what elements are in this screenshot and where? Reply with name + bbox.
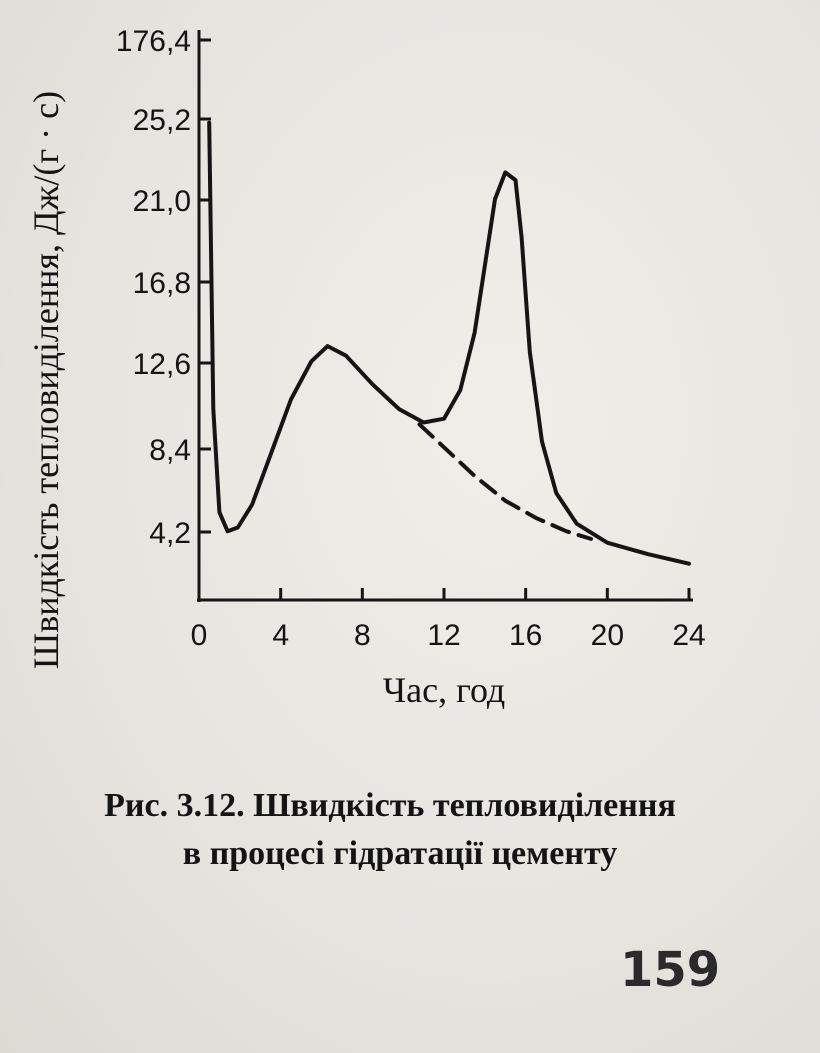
y-tick-label: 8,4: [149, 434, 191, 467]
heat-release-curve: [207, 120, 691, 566]
y-tick-label: 12,6: [133, 348, 191, 381]
x-tick-label: 24: [672, 619, 705, 652]
figure-caption-line-2: в процесі гідратації цементу: [182, 835, 618, 872]
page-number: 159: [620, 942, 721, 998]
figure-caption-line-1: Рис. 3.12. Швидкість тепловиділення: [104, 787, 676, 824]
y-tick-label: 176,4: [116, 25, 191, 58]
dashed-baseline-curve: [417, 422, 593, 541]
heat-release-chart: 0 4 8 12 16 20 24 4,2 8,4 12,6 16,8 21,0 25,2 176,4 Ча…: [26, 25, 706, 710]
x-tick-label: 0: [191, 619, 208, 652]
x-tick-label: 20: [591, 619, 624, 652]
y-tick-label: 25,2: [133, 104, 191, 137]
x-tick-label: 4: [272, 619, 289, 652]
x-tick-label: 8: [354, 619, 371, 652]
x-tick-label: 12: [427, 619, 460, 652]
y-tick-label: 4,2: [149, 517, 191, 550]
x-tick-label: 16: [509, 619, 542, 652]
y-tick-label: 16,8: [133, 267, 191, 300]
y-tick-label: 21,0: [133, 185, 191, 218]
y-axis-title: Швидкість тепловиділення, Дж/(г · с): [26, 91, 66, 669]
x-axis-title: Час, год: [383, 670, 506, 710]
